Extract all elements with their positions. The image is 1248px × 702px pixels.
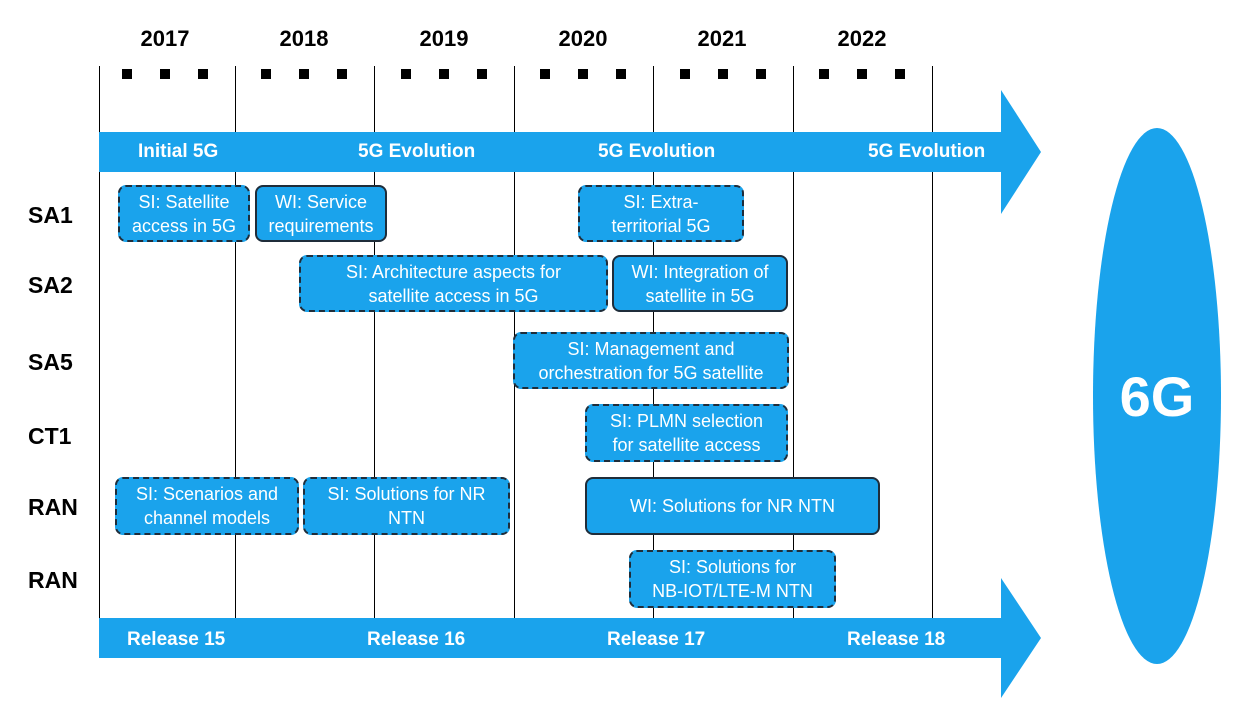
row-label-ran: RAN (28, 494, 78, 520)
quarter-marker (756, 69, 766, 79)
row-label-sa1: SA1 (28, 202, 73, 228)
study-item-box: SI: Extra-territorial 5G (578, 185, 744, 242)
release-label-17: Release 17 (607, 629, 706, 650)
box-line: channel models (143, 508, 271, 528)
study-item-box: SI: Solutions for NB-IOT/LTE-M NTN (629, 550, 836, 608)
release-arrow (99, 578, 1041, 698)
box-line: for satellite access (612, 435, 761, 455)
box-line: access in 5G (131, 215, 237, 236)
box-line: SI: Solutions for NR (327, 484, 486, 504)
release-label-18: Release 18 (847, 629, 946, 650)
study-item-box: SI: Architecture aspects for satellite ac… (299, 255, 608, 312)
box-line: SI: Solutions for (668, 557, 797, 577)
6g-label: 6G (1119, 364, 1195, 428)
quarter-marker (895, 69, 905, 79)
study-item-box: SI: Satellite access in 5G (118, 185, 250, 242)
row-label-sa2: SA2 (28, 272, 73, 298)
quarter-marker (718, 69, 728, 79)
year-divider (793, 66, 794, 618)
box-line: SI: Scenarios and (135, 484, 279, 504)
quarter-marker (439, 69, 449, 79)
box-line: SI: Extra- (623, 191, 699, 212)
year-divider (99, 66, 100, 618)
work-item-box: WI: Service requirements (255, 185, 387, 242)
box-line: SI: Architecture aspects for (345, 261, 562, 282)
box-line: territorial 5G (611, 215, 711, 236)
box-line: SI: Management and (567, 338, 735, 359)
box-line: orchestration for 5G satellite (538, 362, 764, 383)
study-item-box: SI: Scenarios and channel models (115, 477, 299, 535)
study-item-box: SI: Management and orchestration for 5G s… (513, 332, 789, 389)
work-item-box: WI: Integration of satellite in 5G (612, 255, 788, 312)
year-2017: 2017 (140, 26, 190, 51)
quarter-marker (401, 69, 411, 79)
release-label-15: Release 15 (127, 629, 226, 650)
phase-arrow (99, 90, 1041, 214)
row-label-ct1: CT1 (28, 423, 72, 449)
quarter-marker (477, 69, 487, 79)
year-2021: 2021 (697, 26, 747, 51)
phase-label-5g-evolution: 5G Evolution (598, 141, 716, 162)
box-line: SI: Satellite (138, 191, 230, 212)
row-label-sa5: SA5 (28, 349, 73, 375)
quarter-marker (578, 69, 588, 79)
row-label-ran: RAN (28, 567, 78, 593)
release-label-16: Release 16 (367, 629, 466, 650)
6g-ellipse: 6G (1093, 128, 1221, 664)
phase-label-5g-evolution: 5G Evolution (358, 141, 476, 162)
quarter-marker (540, 69, 550, 79)
phase-label-initial-5g: Initial 5G (138, 141, 219, 162)
box-line: satellite in 5G (645, 285, 755, 306)
year-2020: 2020 (558, 26, 608, 51)
year-2018: 2018 (279, 26, 329, 51)
box-line: requirements (268, 215, 374, 236)
work-item-box: WI: Solutions for NR NTN (585, 477, 880, 535)
box-line: WI: Solutions for NR NTN (629, 496, 836, 516)
box-line: satellite access in 5G (368, 285, 539, 306)
year-divider (235, 66, 236, 618)
study-item-box: SI: PLMN selection for satellite access (585, 404, 788, 462)
quarter-marker (680, 69, 690, 79)
phase-label-5g-evolution: 5G Evolution (868, 141, 986, 162)
year-divider (932, 66, 933, 618)
quarter-marker (122, 69, 132, 79)
box-line: WI: Integration of (631, 261, 769, 282)
box-line: SI: PLMN selection (609, 411, 764, 431)
box-line: NB-IOT/LTE-M NTN (652, 581, 813, 601)
quarter-marker (198, 69, 208, 79)
quarter-marker (261, 69, 271, 79)
year-2022: 2022 (837, 26, 887, 51)
quarter-marker (160, 69, 170, 79)
study-item-box: SI: Solutions for NR NTN (303, 477, 510, 535)
quarter-marker (819, 69, 829, 79)
quarter-marker (857, 69, 867, 79)
quarter-marker (337, 69, 347, 79)
year-divider (374, 66, 375, 618)
quarter-marker (299, 69, 309, 79)
box-line: NTN (388, 508, 425, 528)
year-2019: 2019 (419, 26, 469, 51)
quarter-marker (616, 69, 626, 79)
box-line: WI: Service (274, 191, 367, 212)
